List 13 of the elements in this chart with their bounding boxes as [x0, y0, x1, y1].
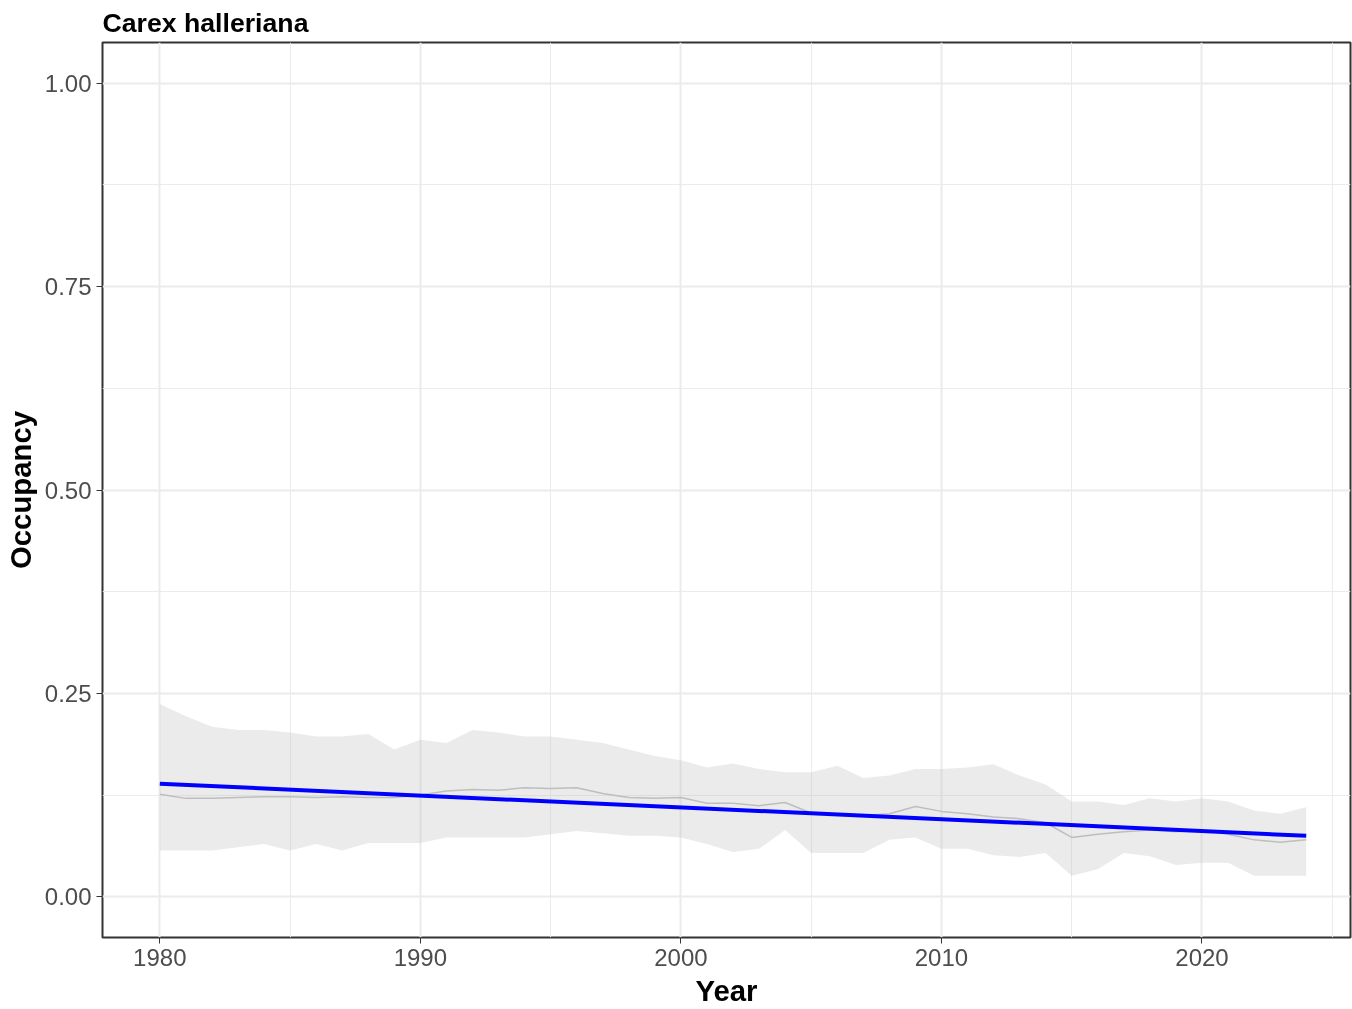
- x-axis-title: Year: [695, 973, 758, 1007]
- y-axis-title: Occupancy: [3, 410, 37, 570]
- x-tick-label: 2020: [1175, 943, 1229, 971]
- y-tick-label: 0.25: [44, 679, 92, 707]
- x-tick-label: 2010: [914, 943, 969, 971]
- x-tick-label: 2000: [654, 943, 708, 971]
- x-tick-label: 1980: [133, 943, 187, 971]
- y-tick-label: 1.00: [44, 69, 92, 97]
- x-tick-label: 1990: [393, 943, 448, 971]
- chart-title: Carex halleriana: [102, 7, 309, 38]
- y-tick-label: 0.75: [44, 273, 92, 301]
- y-tick-label: 0.00: [44, 883, 92, 911]
- y-tick-label: 0.50: [44, 476, 92, 504]
